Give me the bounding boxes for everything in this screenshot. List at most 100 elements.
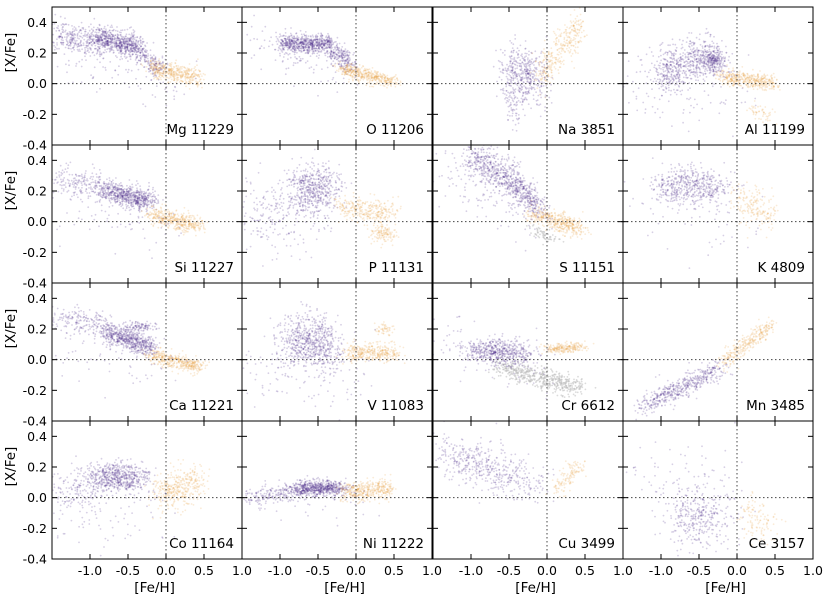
data-point (146, 60, 149, 63)
data-point (193, 73, 196, 76)
data-point (556, 28, 559, 30)
data-point (712, 60, 715, 63)
data-point (705, 68, 708, 70)
data-point (66, 43, 68, 46)
data-point (342, 77, 345, 80)
data-point (343, 62, 346, 65)
data-point (93, 35, 95, 38)
data-point (88, 34, 91, 36)
data-point (751, 76, 753, 78)
data-point (142, 47, 145, 50)
data-point (745, 80, 748, 82)
data-point (95, 35, 97, 37)
data-point (198, 76, 201, 79)
data-point (354, 74, 356, 76)
data-point (342, 60, 345, 62)
data-point (65, 23, 68, 26)
data-point (383, 78, 385, 81)
data-point (399, 84, 402, 86)
data-point (103, 42, 106, 45)
data-point (167, 69, 170, 72)
data-point (60, 41, 62, 44)
data-point (674, 67, 677, 69)
data-point (131, 34, 134, 36)
data-point (555, 34, 557, 36)
data-point (373, 73, 375, 76)
data-point (307, 50, 310, 53)
data-point (363, 69, 366, 72)
data-point (348, 70, 351, 73)
data-point (310, 35, 312, 38)
data-point (551, 59, 553, 62)
data-point (677, 80, 680, 83)
data-point (94, 33, 97, 36)
data-point (386, 86, 388, 89)
data-point (318, 43, 320, 46)
data-point (501, 69, 504, 72)
data-point (377, 75, 380, 78)
data-point (188, 88, 191, 90)
data-point (368, 73, 370, 75)
data-point (126, 45, 129, 48)
data-point (125, 49, 128, 52)
data-point (194, 72, 197, 75)
data-point (357, 67, 360, 70)
data-point (346, 64, 349, 67)
data-point (356, 73, 359, 76)
data-point (171, 67, 173, 70)
data-point (562, 59, 565, 62)
data-point (574, 50, 577, 52)
data-point (351, 71, 354, 73)
data-point (348, 71, 350, 73)
data-point (173, 73, 176, 75)
data-point (569, 31, 572, 33)
data-point (660, 48, 662, 51)
data-point (532, 77, 534, 79)
data-point (91, 77, 94, 80)
data-point (52, 41, 55, 44)
data-point (281, 45, 284, 48)
data-point (133, 50, 136, 53)
data-point (697, 51, 700, 54)
data-point (750, 81, 753, 84)
data-point (345, 54, 348, 57)
data-point (525, 92, 528, 95)
data-point (62, 29, 65, 32)
data-point (559, 43, 562, 46)
data-point (144, 54, 147, 56)
data-point (323, 44, 326, 47)
data-point (524, 65, 526, 68)
data-point (367, 74, 370, 76)
data-point (561, 44, 564, 47)
data-point (326, 40, 329, 42)
data-point (375, 72, 377, 74)
data-point (718, 57, 721, 60)
data-point (692, 64, 695, 67)
data-point (62, 41, 64, 44)
data-point (120, 44, 123, 47)
data-point (347, 59, 350, 62)
data-point (340, 63, 342, 66)
data-point (770, 81, 772, 84)
data-point (197, 83, 200, 86)
data-point (158, 58, 161, 60)
data-point (680, 58, 683, 61)
y-tick-label: 0.2 (27, 46, 47, 61)
data-point (703, 58, 706, 60)
data-point (708, 67, 711, 70)
data-point (570, 44, 573, 47)
data-point (343, 68, 345, 71)
data-point (679, 56, 682, 59)
data-point (502, 69, 505, 72)
data-point (742, 80, 745, 83)
data-point (699, 56, 702, 59)
data-point (501, 63, 503, 66)
data-point (316, 41, 319, 44)
data-point (509, 94, 511, 97)
data-point (565, 34, 568, 37)
data-point (139, 45, 142, 48)
data-point (543, 69, 546, 72)
data-point (363, 75, 366, 77)
data-point (550, 89, 552, 92)
data-point (190, 69, 193, 72)
